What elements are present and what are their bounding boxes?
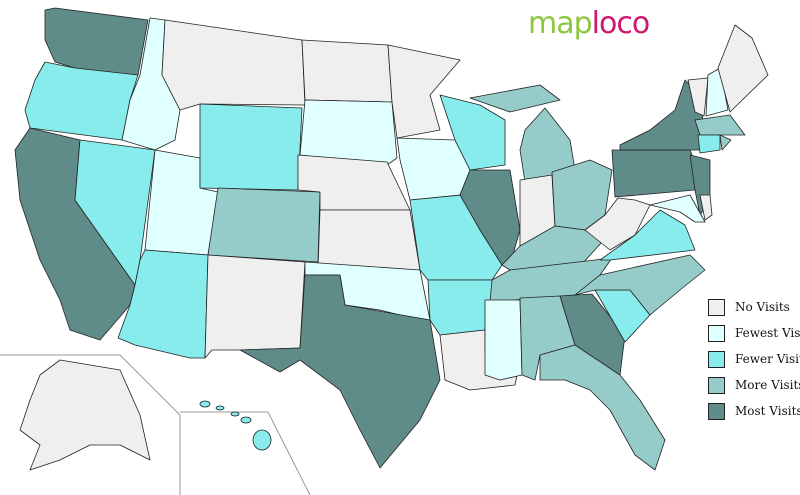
- legend-item-fewer: Fewer Visits: [708, 347, 800, 371]
- legend-swatch: [708, 324, 725, 342]
- legend-label: No Visits: [735, 300, 790, 314]
- state-tx[interactable]: [239, 274, 441, 469]
- state-nm[interactable]: [204, 254, 306, 359]
- state-wi[interactable]: [439, 94, 506, 171]
- inset-borders: [0, 354, 311, 495]
- state-ak[interactable]: [19, 359, 151, 471]
- state-ct[interactable]: [697, 134, 721, 154]
- legend-item-more: More Visits: [708, 373, 800, 397]
- legend-item-none: No Visits: [708, 295, 800, 319]
- state-de[interactable]: [699, 194, 713, 221]
- legend-label: Fewer Visits: [735, 352, 800, 366]
- logo-part-map: map: [528, 6, 593, 41]
- state-ks[interactable]: [317, 209, 421, 271]
- alaska-inset-border: [0, 354, 181, 495]
- state-nd[interactable]: [301, 39, 393, 103]
- legend-swatch: [708, 298, 725, 316]
- legend: No Visits Fewest Visits Fewer Visits Mor…: [708, 295, 800, 425]
- state-hi[interactable]: [199, 400, 211, 408]
- state-vt[interactable]: [687, 77, 709, 117]
- hawaii-inset-border: [180, 411, 311, 495]
- state-wv[interactable]: [584, 197, 651, 251]
- state-hi[interactable]: [215, 405, 225, 411]
- state-mt[interactable]: [161, 19, 306, 111]
- state-co[interactable]: [207, 187, 321, 263]
- state-or[interactable]: [24, 61, 139, 141]
- legend-swatch: [708, 376, 725, 394]
- logo-part-loco: loco: [591, 6, 651, 41]
- legend-swatch: [708, 402, 725, 420]
- state-nh[interactable]: [705, 67, 729, 117]
- maploco-logo: maploco: [528, 6, 651, 41]
- state-wy[interactable]: [199, 103, 303, 191]
- legend-label: Fewest Visits: [735, 326, 800, 340]
- state-ms[interactable]: [484, 299, 523, 381]
- legend-item-fewest: Fewest Visits: [708, 321, 800, 345]
- state-pa[interactable]: [611, 149, 701, 198]
- state-me[interactable]: [717, 24, 769, 113]
- state-md[interactable]: [649, 194, 706, 223]
- state-fl[interactable]: [539, 344, 666, 471]
- legend-label: Most Visits: [735, 404, 800, 418]
- state-sd[interactable]: [299, 99, 398, 166]
- state-ri[interactable]: [719, 134, 732, 151]
- state-ma[interactable]: [694, 114, 746, 136]
- state-nc[interactable]: [574, 254, 706, 316]
- legend-swatch: [708, 350, 725, 368]
- state-mi[interactable]: [469, 84, 561, 113]
- state-hi[interactable]: [230, 411, 240, 417]
- legend-label: More Visits: [735, 378, 800, 392]
- state-hi[interactable]: [240, 416, 252, 424]
- state-hi[interactable]: [252, 429, 272, 451]
- state-mn[interactable]: [387, 44, 461, 139]
- legend-item-most: Most Visits: [708, 399, 800, 423]
